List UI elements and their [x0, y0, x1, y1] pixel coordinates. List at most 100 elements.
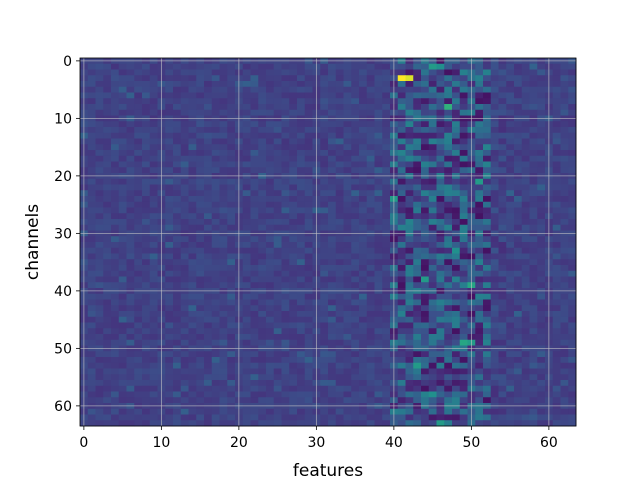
heatmap-cell [537, 242, 546, 249]
heatmap-cell [459, 207, 468, 214]
heatmap-cell [529, 92, 538, 99]
heatmap-cell [444, 299, 453, 306]
heatmap-cell [498, 81, 507, 88]
heatmap-cell [490, 322, 499, 329]
heatmap-cell [568, 357, 577, 364]
heatmap-cell [118, 213, 127, 220]
heatmap-cell [142, 270, 151, 277]
heatmap-cell [273, 351, 282, 358]
heatmap-cell [142, 242, 151, 249]
heatmap-cell [188, 334, 197, 341]
heatmap-cell [134, 414, 143, 421]
heatmap-cell [273, 299, 282, 306]
heatmap-cell [366, 167, 375, 174]
heatmap-cell [126, 104, 135, 111]
heatmap-cell [335, 190, 344, 197]
heatmap-cell [219, 81, 228, 88]
heatmap-cell [452, 138, 461, 145]
heatmap-cell [165, 334, 174, 341]
heatmap-cell [436, 253, 445, 260]
heatmap-cell [436, 86, 445, 93]
heatmap-cell [459, 311, 468, 318]
heatmap-cell [498, 184, 507, 191]
heatmap-cell [351, 109, 360, 116]
heatmap-cell [134, 334, 143, 341]
heatmap-cell [374, 322, 383, 329]
heatmap-cell [498, 121, 507, 128]
heatmap-cell [242, 69, 251, 76]
heatmap-cell [196, 144, 205, 151]
heatmap-cell [95, 299, 104, 306]
heatmap-cell [366, 104, 375, 111]
heatmap-cell [444, 201, 453, 208]
heatmap-cell [103, 316, 112, 323]
heatmap-cell [529, 98, 538, 105]
heatmap-cell [242, 270, 251, 277]
heatmap-cell [211, 247, 220, 254]
heatmap-cell [428, 81, 437, 88]
heatmap-cell [452, 334, 461, 341]
heatmap-cell [134, 132, 143, 139]
heatmap-cell [289, 150, 298, 157]
heatmap-cell [87, 316, 96, 323]
heatmap-cell [266, 368, 275, 375]
heatmap-cell [126, 380, 135, 387]
heatmap-cell [343, 121, 352, 128]
heatmap-cell [498, 265, 507, 272]
heatmap-cell [397, 385, 406, 392]
heatmap-cell [142, 299, 151, 306]
heatmap-cell [289, 357, 298, 364]
heatmap-cell [103, 219, 112, 226]
heatmap-cell [87, 196, 96, 203]
heatmap-cell [359, 75, 368, 82]
heatmap-cell [211, 224, 220, 231]
heatmap-cell [87, 265, 96, 272]
heatmap-cell [413, 161, 422, 168]
heatmap-cell [266, 265, 275, 272]
heatmap-cell [289, 86, 298, 93]
heatmap-cell [498, 322, 507, 329]
heatmap-cell [250, 328, 259, 335]
heatmap-cell [126, 420, 135, 427]
heatmap-cell [359, 259, 368, 266]
heatmap-cell [529, 334, 538, 341]
heatmap-cell [273, 132, 282, 139]
heatmap-cell [475, 190, 484, 197]
heatmap-cell [428, 138, 437, 145]
heatmap-cell [165, 161, 174, 168]
x-tick-label: 30 [307, 435, 325, 451]
heatmap-cell [521, 86, 530, 93]
heatmap-cell [413, 224, 422, 231]
heatmap-cell [514, 420, 523, 427]
heatmap-cell [258, 178, 267, 185]
heatmap-cell [134, 420, 143, 427]
heatmap-cell [289, 368, 298, 375]
heatmap-cell [514, 161, 523, 168]
heatmap-cell [111, 81, 120, 88]
heatmap-cell [397, 282, 406, 289]
heatmap-cell [452, 253, 461, 260]
heatmap-cell [374, 86, 383, 93]
heatmap-cell [413, 357, 422, 364]
heatmap-cell [103, 92, 112, 99]
heatmap-cell [126, 311, 135, 318]
heatmap-cell [289, 351, 298, 358]
heatmap-cell [459, 316, 468, 323]
heatmap-cell [196, 150, 205, 157]
heatmap-cell [134, 190, 143, 197]
heatmap-cell [87, 109, 96, 116]
heatmap-cell [490, 196, 499, 203]
heatmap-cell [111, 270, 120, 277]
heatmap-cell [421, 167, 430, 174]
heatmap-cell [289, 196, 298, 203]
heatmap-cell [421, 127, 430, 134]
heatmap-cell [374, 270, 383, 277]
heatmap-cell [452, 184, 461, 191]
heatmap-cell [436, 127, 445, 134]
heatmap-cell [142, 184, 151, 191]
heatmap-cell [475, 265, 484, 272]
heatmap-cell [149, 276, 158, 283]
heatmap-cell [428, 368, 437, 375]
heatmap-cell [273, 385, 282, 392]
heatmap-cell [103, 385, 112, 392]
